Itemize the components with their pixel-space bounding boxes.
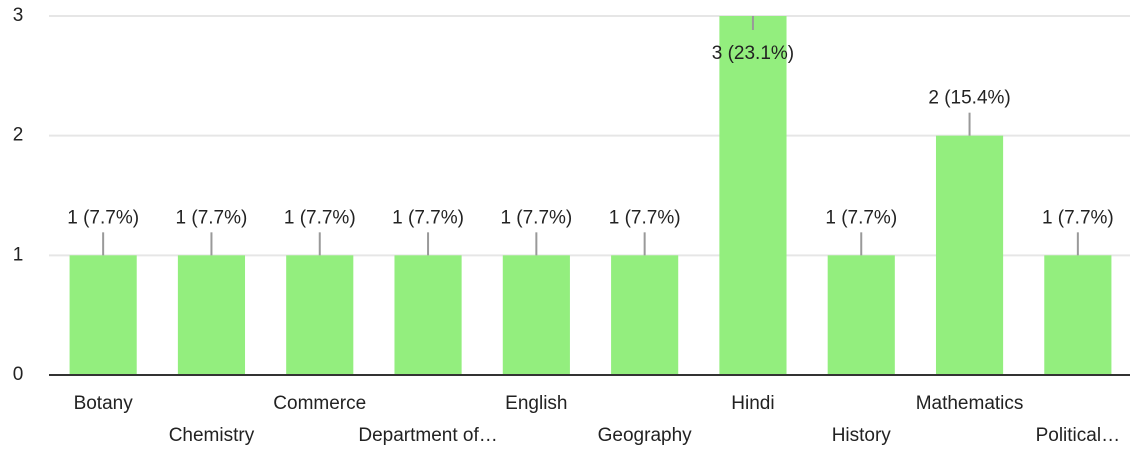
x-tick-label: Political… <box>1036 425 1120 446</box>
bar <box>1044 255 1112 375</box>
x-tick-label: Hindi <box>731 393 774 414</box>
x-tick-label: Botany <box>74 393 134 414</box>
y-tick-label: 1 <box>13 244 24 265</box>
y-tick-label: 2 <box>13 125 24 146</box>
value-label: 1 (7.7%) <box>500 207 572 228</box>
value-label: 1 (7.7%) <box>825 207 897 228</box>
bar <box>827 255 895 375</box>
value-label: 1 (7.7%) <box>284 207 356 228</box>
value-label: 1 (7.7%) <box>392 207 464 228</box>
value-label: 1 (7.7%) <box>1042 207 1114 228</box>
x-tick-label: History <box>832 425 892 446</box>
value-label: 3 (23.1%) <box>712 43 794 64</box>
bar <box>719 16 787 375</box>
value-label: 1 (7.7%) <box>609 207 681 228</box>
bar <box>394 255 462 375</box>
y-tick-label: 3 <box>13 5 24 26</box>
bar <box>935 135 1004 375</box>
bar <box>69 255 137 375</box>
x-tick-label: Geography <box>598 425 693 446</box>
x-tick-label: Department of… <box>358 425 497 446</box>
x-tick-label: Chemistry <box>169 425 255 446</box>
x-tick-label: Commerce <box>273 393 366 414</box>
bar <box>611 255 679 375</box>
y-tick-label: 0 <box>13 364 24 385</box>
x-tick-label: English <box>505 393 567 414</box>
bar <box>286 255 354 375</box>
x-tick-label: Mathematics <box>916 393 1024 414</box>
value-label: 1 (7.7%) <box>67 207 139 228</box>
bar <box>177 255 246 375</box>
bar <box>502 255 570 375</box>
value-label: 2 (15.4%) <box>928 88 1010 109</box>
value-label: 1 (7.7%) <box>176 207 248 228</box>
